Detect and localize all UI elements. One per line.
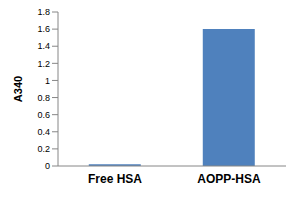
svg-text:1.8: 1.8 bbox=[37, 8, 50, 17]
svg-text:1.2: 1.2 bbox=[37, 59, 50, 69]
svg-text:1.6: 1.6 bbox=[37, 24, 50, 34]
svg-text:0: 0 bbox=[45, 161, 50, 171]
svg-text:0.2: 0.2 bbox=[37, 144, 50, 154]
svg-text:0.6: 0.6 bbox=[37, 110, 50, 120]
svg-text:0.8: 0.8 bbox=[37, 93, 50, 103]
svg-text:Free HSA: Free HSA bbox=[88, 172, 142, 186]
svg-text:0.4: 0.4 bbox=[37, 127, 50, 137]
svg-text:1: 1 bbox=[45, 76, 50, 86]
svg-text:A340: A340 bbox=[12, 76, 24, 102]
svg-text:1.4: 1.4 bbox=[37, 41, 50, 51]
svg-text:AOPP-HSA: AOPP-HSA bbox=[197, 172, 261, 186]
